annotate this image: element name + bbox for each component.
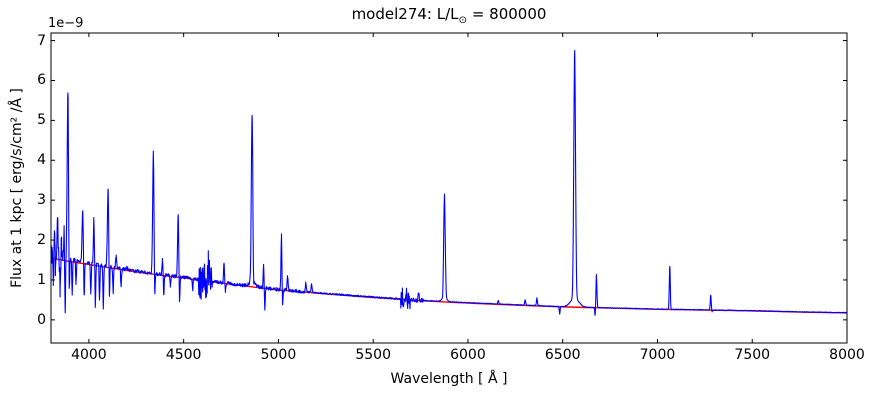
series-group <box>50 49 848 316</box>
xtick-label: 7000 <box>639 347 676 363</box>
ytick-label: 1 <box>37 271 46 288</box>
plot-title: model274: L/L⊙ = 800000 <box>51 5 847 26</box>
plot-title-prefix: model274: L/L <box>351 5 459 23</box>
xtick-label: 6500 <box>544 347 581 363</box>
sun-symbol: ⊙ <box>458 15 468 26</box>
xtick-label: 5000 <box>260 347 297 363</box>
ytick-label: 2 <box>37 232 46 249</box>
ytick-label: 5 <box>37 112 46 129</box>
ytick-label: 7 <box>37 32 46 49</box>
ytick-label: 0 <box>37 311 46 328</box>
xtick-label: 6000 <box>450 347 486 363</box>
tick-marks <box>51 33 848 343</box>
xtick-label: 7500 <box>734 347 771 363</box>
ytick-label: 6 <box>37 72 46 89</box>
plot-frame <box>50 32 848 344</box>
ytick-label: 3 <box>37 192 46 209</box>
xtick-label: 4000 <box>71 347 107 363</box>
xtick-label: 4500 <box>165 347 202 363</box>
xtick-label: 5500 <box>355 347 391 363</box>
y-axis-offset-label: 1e−9 <box>48 16 84 31</box>
ytick-label: 4 <box>37 152 46 169</box>
plot-title-suffix: = 800000 <box>467 5 547 23</box>
x-axis-label: Wavelength [ Å ] <box>390 371 508 387</box>
xtick-label: 8000 <box>829 347 865 363</box>
spectrum-line <box>50 49 848 316</box>
